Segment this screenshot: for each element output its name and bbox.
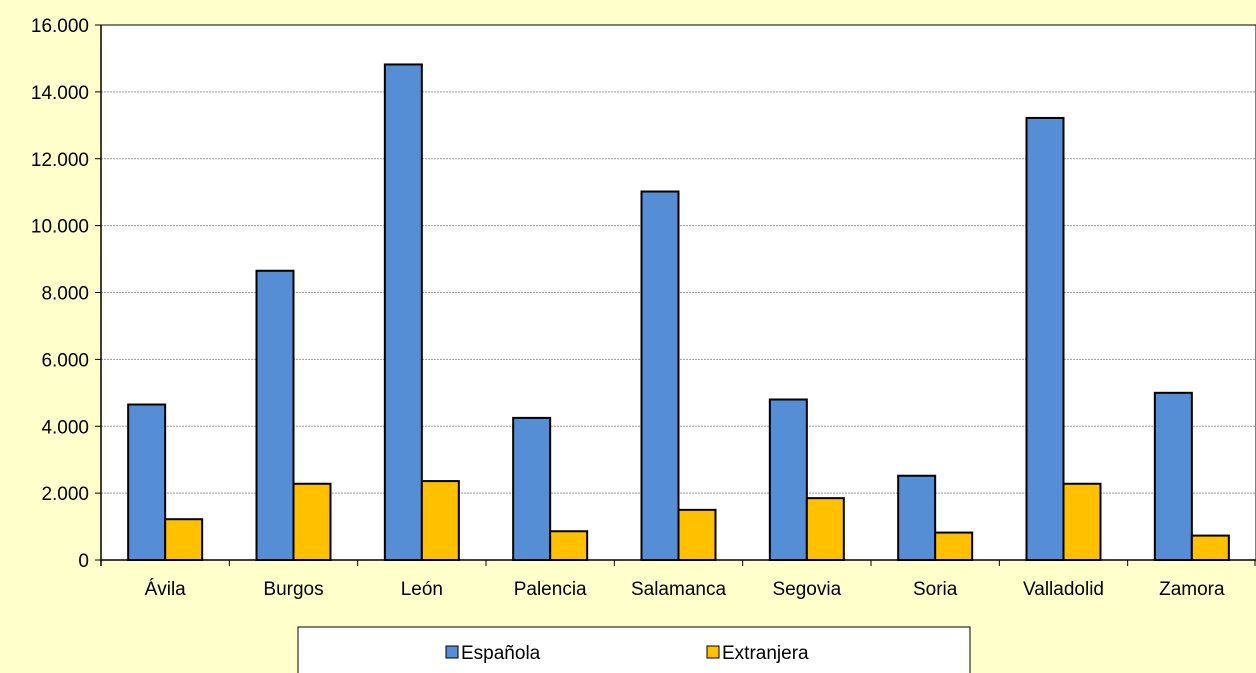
legend: Española Extranjera [297,626,971,673]
category-label: Segovia [772,579,841,600]
bar-espaola-8 [1153,391,1193,561]
y-tick-label: 4.000 [41,417,89,438]
category-label: Ávila [145,579,187,600]
category-label: Salamanca [631,579,726,600]
y-tick-label: 14.000 [31,83,89,104]
y-tick-label: 0 [78,551,89,572]
bar-extranjera-8 [1190,534,1230,562]
category-label: Burgos [263,579,323,600]
bar-espaola-1 [255,269,295,561]
bar-extranjera-3 [549,530,589,562]
y-tick-label: 16.000 [31,16,89,37]
axes-group [100,25,1256,566]
bar-espaola-2 [383,63,423,562]
bar-extranjera-0 [164,518,204,561]
legend-box [297,626,971,673]
bar-espaola-5 [768,398,808,561]
bar-extranjera-6 [934,531,974,561]
category-label: Soria [913,579,958,600]
legend-label-0: Española [461,643,541,664]
category-label: Zamora [1159,579,1225,600]
x-axis-labels: Ávila Burgos León Palencia Salamanca Segovia S… [145,579,1225,600]
bar-espaola-6 [897,474,937,561]
legend-swatch-0 [445,645,459,659]
y-tick-label: 12.000 [31,150,89,171]
y-tick-label: 6.000 [41,350,89,371]
bar-extranjera-4 [677,508,717,561]
bar-espaola-3 [512,416,552,561]
bars-group [127,63,1230,562]
category-label: Valladolid [1023,579,1104,600]
bar-extranjera-7 [1062,482,1102,562]
y-tick-label: 2.000 [41,484,89,505]
bar-espaola-0 [127,403,167,561]
y-axis-ticks: 0 2.000 4.000 6.000 8.000 10.000 12.000 14.000 1… [31,16,101,572]
bar-extranjera-1 [292,482,332,562]
category-label: Palencia [514,579,587,600]
y-tick-label: 8.000 [41,284,89,305]
bar-extranjera-2 [420,480,460,561]
category-label: León [401,579,443,600]
legend-label-1: Extranjera [722,643,809,664]
y-tick-label: 10.000 [31,217,89,238]
legend-swatch-1 [706,645,720,659]
bar-espaola-7 [1025,116,1065,562]
bar-extranjera-5 [805,497,845,561]
bar-espaola-4 [640,190,680,562]
